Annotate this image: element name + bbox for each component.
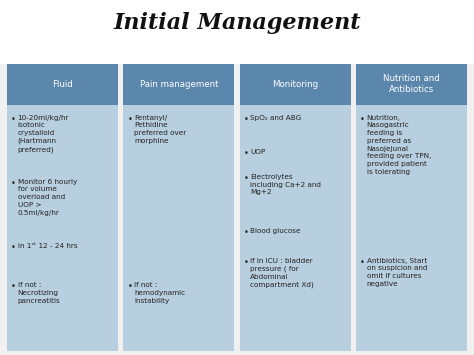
Text: •: • — [244, 258, 248, 267]
Text: Fluid: Fluid — [52, 80, 73, 89]
Text: Monitoring: Monitoring — [272, 80, 318, 89]
Text: 10-20ml/kg/hr
isotonic
crystalloid
(Hartmann
preferred): 10-20ml/kg/hr isotonic crystalloid (Hart… — [18, 115, 69, 153]
Text: •: • — [11, 115, 16, 124]
Text: •: • — [11, 282, 16, 291]
Bar — [356, 105, 467, 351]
Text: Pain management: Pain management — [139, 80, 218, 89]
Text: •: • — [244, 149, 248, 158]
Text: If not :
Necrotizing
pancreatitis: If not : Necrotizing pancreatitis — [18, 282, 60, 304]
Text: Fentanyl/
Pethidine
preferred over
morphine: Fentanyl/ Pethidine preferred over morph… — [134, 115, 186, 144]
Text: •: • — [11, 243, 16, 252]
Text: •: • — [360, 258, 365, 267]
Text: SpO₂ and ABG: SpO₂ and ABG — [250, 115, 301, 121]
Text: •: • — [360, 115, 365, 124]
Text: If in ICU : bladder
pressure ( for
Abdominal
compartment Xd): If in ICU : bladder pressure ( for Abdom… — [250, 258, 314, 288]
Text: •: • — [244, 115, 248, 124]
Text: •: • — [127, 115, 132, 124]
Text: •: • — [11, 179, 16, 188]
Text: Blood glucose: Blood glucose — [250, 228, 301, 234]
Text: Nutrition,
Nasogastric
feeding is
preferred as
Nasojejunal
feeding over TPN,
pro: Nutrition, Nasogastric feeding is prefer… — [367, 115, 431, 175]
Bar — [123, 64, 234, 105]
Text: Antibiotics, Start
on suspicion and
omit if cultures
negative: Antibiotics, Start on suspicion and omit… — [367, 258, 427, 287]
Text: UOP: UOP — [250, 149, 265, 155]
Text: •: • — [127, 282, 132, 291]
Bar — [240, 105, 350, 351]
Text: If not :
hemodynamic
instability: If not : hemodynamic instability — [134, 282, 185, 304]
Text: Monitor 6 hourly
for volume
overload and
UOP >
0.5ml/kg/hr: Monitor 6 hourly for volume overload and… — [18, 179, 77, 216]
Bar — [356, 64, 467, 105]
Bar — [7, 105, 118, 351]
Text: in 1ˢᵗ 12 - 24 hrs: in 1ˢᵗ 12 - 24 hrs — [18, 243, 77, 249]
Text: •: • — [244, 228, 248, 237]
Text: Initial Management: Initial Management — [113, 12, 361, 34]
Text: •: • — [244, 174, 248, 183]
Bar — [123, 105, 234, 351]
Text: Nutrition and
Antibiotics: Nutrition and Antibiotics — [383, 74, 440, 94]
Text: Electrolytes
including Ca+2 and
Mg+2: Electrolytes including Ca+2 and Mg+2 — [250, 174, 321, 195]
Bar — [0, 0, 474, 64]
Bar — [7, 64, 118, 105]
Bar — [240, 64, 350, 105]
